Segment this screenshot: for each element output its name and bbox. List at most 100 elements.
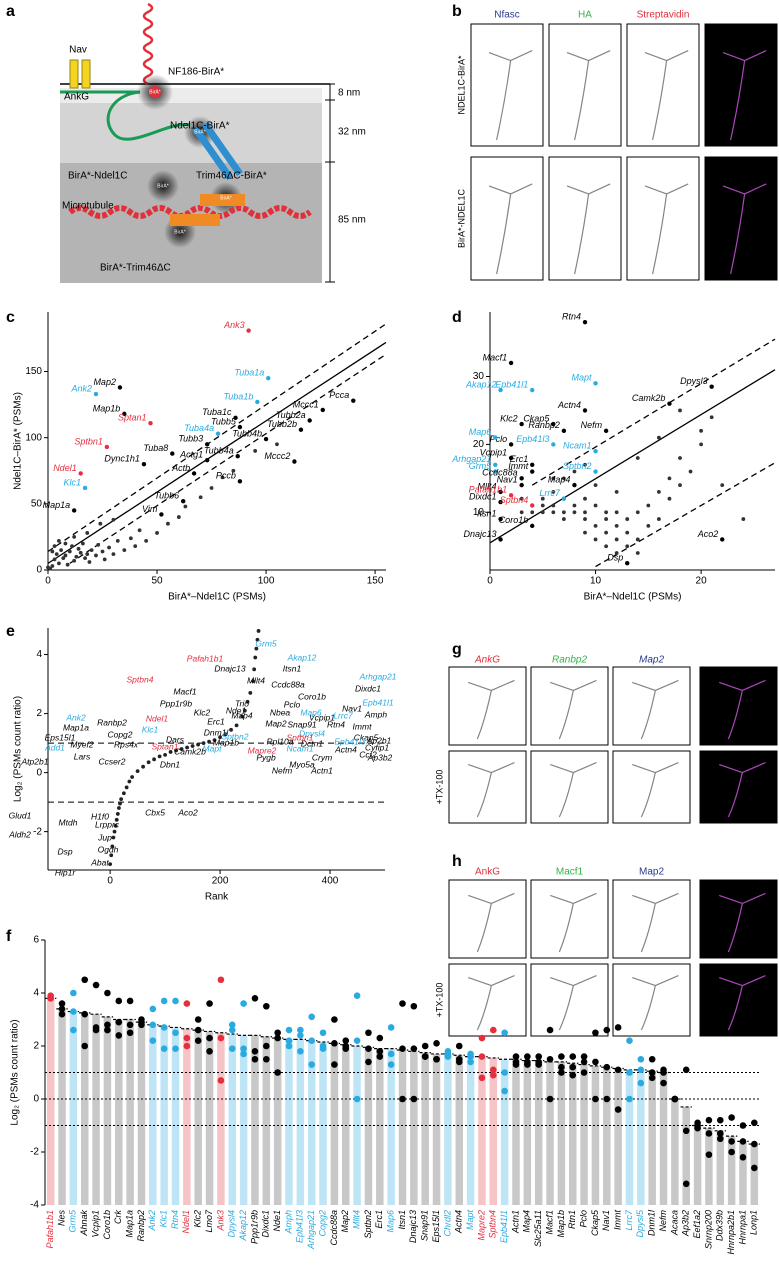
point (561, 517, 566, 521)
bar (659, 1072, 668, 1205)
x-tick-label: Rtn4 (170, 1210, 180, 1229)
x-tick-label: Vcpip1 (90, 1210, 100, 1238)
point (174, 748, 178, 753)
x-tick-label: Hnrnpa2b1 (726, 1210, 736, 1255)
replicate-dot (365, 1029, 372, 1037)
replicate-dot (376, 1053, 384, 1060)
point (583, 462, 587, 467)
replicate-dot (648, 1069, 656, 1076)
x-tick-label: Map2 (340, 1210, 350, 1233)
point (137, 528, 142, 533)
point (519, 510, 524, 515)
neuron (632, 679, 679, 740)
labeled-point (498, 516, 503, 522)
x-tick-label: Pclo (578, 1210, 588, 1228)
replicate-dot (421, 1042, 429, 1050)
replicate-dot (580, 1069, 588, 1076)
point (253, 449, 258, 453)
point (57, 538, 61, 543)
diagram-label: Ndel1C-BirA* (170, 121, 230, 132)
x-tick-label: Epb41l3 (295, 1210, 305, 1243)
x-tick-label: Klc2 (193, 1210, 203, 1228)
labeled-point (530, 469, 535, 474)
point-label: Tubb2b (267, 419, 297, 429)
replicate-dot (580, 1053, 588, 1060)
y-tick-label: -2 (33, 826, 42, 837)
row-label: NDEL1C-BirA* (456, 55, 466, 115)
panel-label: c (6, 309, 15, 326)
point (110, 844, 115, 849)
replicate-dot (172, 1045, 179, 1052)
y-tick-label: 4 (33, 988, 39, 999)
replicate-dot (285, 1042, 293, 1050)
point (114, 817, 119, 822)
bar (603, 1067, 611, 1205)
point (52, 544, 57, 549)
labeled-point (237, 424, 243, 430)
bar (80, 1012, 89, 1205)
point (207, 739, 211, 744)
replicate-dot (104, 1026, 111, 1034)
point-label: Ncam1 (563, 441, 592, 451)
x-tick-label: Dpysl4 (227, 1210, 237, 1238)
replicate-dot (682, 1066, 690, 1074)
point (78, 550, 83, 555)
bar (750, 1144, 759, 1205)
labeled-point (582, 319, 588, 325)
x-tick-label: Lmo7 (204, 1209, 214, 1233)
bar (455, 1055, 463, 1205)
replicate-dot (81, 1042, 89, 1050)
point (583, 496, 587, 501)
neuron (719, 892, 766, 953)
neuron (550, 679, 597, 740)
point (94, 553, 98, 558)
diagram-label: BirA*-Trim46ΔC (100, 263, 171, 274)
point-label: Arhgap21 (451, 454, 491, 464)
replicate-dot (410, 1045, 418, 1052)
point-label: Immt (508, 461, 528, 471)
x-tick-label: Nes (56, 1210, 66, 1227)
annotation: Add1 (44, 742, 65, 752)
diagram-tag: BirA* (157, 183, 168, 189)
labeled-point (572, 482, 577, 488)
column-header: Nfasc (494, 10, 520, 21)
replicate-dot (580, 1058, 588, 1066)
annotation: Dpysl4 (299, 728, 325, 738)
replicate-dot (251, 1048, 259, 1055)
labeled-point (530, 523, 535, 529)
point (231, 468, 236, 473)
fit-line (47, 323, 387, 553)
point (551, 503, 556, 508)
point-label: Pafah1b1 (469, 485, 508, 495)
replicate-dot (739, 1138, 747, 1145)
point (583, 510, 587, 515)
x-tick-label: Actn1 (510, 1210, 520, 1234)
replicate-dot (546, 1095, 554, 1103)
point (111, 517, 116, 522)
annotation: Glud1 (9, 810, 32, 820)
point (720, 483, 725, 488)
point (128, 536, 133, 541)
x-tick-label: Actn4 (454, 1210, 464, 1234)
annotation: Hip1r (55, 867, 76, 877)
labeled-point (237, 479, 243, 484)
point (166, 521, 170, 526)
x-tick-label: Slc25a11 (533, 1210, 543, 1247)
column-header: Ranbp2 (552, 655, 587, 666)
point-label: Mllt4 (478, 481, 497, 491)
replicate-dot (138, 1016, 145, 1023)
annotation: Crym (312, 752, 332, 762)
annotation: Itsn1 (283, 663, 302, 673)
point (635, 537, 640, 542)
x-tick-label: Ndel1 (181, 1210, 191, 1234)
point (656, 435, 661, 440)
panel-label: h (452, 853, 462, 870)
point (561, 476, 566, 481)
point (168, 750, 173, 754)
point-label: Grm5 (469, 461, 492, 471)
bar (364, 1047, 373, 1205)
replicate-dot (637, 1055, 645, 1063)
neuron (468, 679, 515, 740)
replicate-dot (297, 1048, 304, 1055)
replicate-dot (467, 1058, 474, 1066)
